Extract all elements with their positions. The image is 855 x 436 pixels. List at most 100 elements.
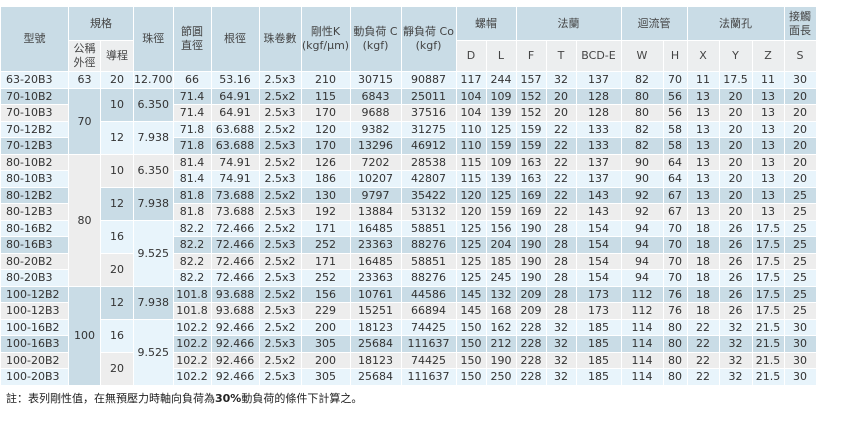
cell-nut-l: 168 xyxy=(485,302,517,320)
cell-nominal-od: 70 xyxy=(68,87,101,155)
cell-tube-w: 114 xyxy=(620,318,664,336)
cell-hole-x: 18 xyxy=(686,285,720,303)
cell-pcd: 102.2 xyxy=(172,335,212,353)
cell-contact-s: 25 xyxy=(783,285,817,303)
cell-pcd: 81.8 xyxy=(172,186,212,204)
cell-stiffness: 200 xyxy=(300,318,351,336)
cell-lead: 12 xyxy=(100,120,134,155)
cell-tube-w: 92 xyxy=(620,186,664,204)
cell-nut-l: 250 xyxy=(485,368,517,386)
cell-tube-w: 94 xyxy=(620,269,664,287)
header-ball-dia: 珠徑 xyxy=(133,6,174,72)
cell-tube-w: 112 xyxy=(620,302,664,320)
cell-circuits: 2.5x2 xyxy=(258,87,302,105)
cell-stiffness: 130 xyxy=(300,186,351,204)
header-static-load: 靜負荷 Co (kgf) xyxy=(400,6,457,72)
cell-dynamic-load: 23363 xyxy=(349,269,402,287)
cell-contact-s: 25 xyxy=(783,236,817,254)
cell-hole-x: 13 xyxy=(686,87,720,105)
cell-nut-d: 110 xyxy=(455,137,487,155)
cell-nut-l: 125 xyxy=(485,186,517,204)
cell-flange-t: 28 xyxy=(545,219,577,237)
cell-circuits: 2.5x3 xyxy=(258,236,302,254)
cell-hole-z: 17.5 xyxy=(751,219,785,237)
cell-flange-t: 32 xyxy=(545,368,577,386)
header-flange-hole: 法蘭孔 xyxy=(686,6,785,41)
cell-flange-t: 28 xyxy=(545,285,577,303)
cell-hole-z: 11 xyxy=(751,71,785,89)
cell-circuits: 2.5x2 xyxy=(258,186,302,204)
cell-bcd-e: 185 xyxy=(575,368,622,386)
cell-dynamic-load: 25684 xyxy=(349,335,402,353)
cell-dynamic-load: 13296 xyxy=(349,137,402,155)
cell-model: 100-20B2 xyxy=(0,351,69,369)
ball-screw-spec-table: 型號 規格 珠徑 節圓直徑 根徑 珠卷數 剛性K (kgf/μm) 動負荷 C … xyxy=(0,6,817,386)
cell-flange-f: 228 xyxy=(515,368,547,386)
cell-dynamic-load: 16485 xyxy=(349,219,402,237)
cell-tube-w: 114 xyxy=(620,368,664,386)
cell-model: 70-12B2 xyxy=(0,120,69,138)
cell-contact-s: 25 xyxy=(783,302,817,320)
cell-circuits: 2.5x3 xyxy=(258,137,302,155)
cell-bcd-e: 137 xyxy=(575,71,622,89)
cell-nut-l: 139 xyxy=(485,104,517,122)
cell-circuits: 2.5x2 xyxy=(258,120,302,138)
cell-nut-l: 132 xyxy=(485,285,517,303)
header-pcd: 節圓直徑 xyxy=(172,6,212,72)
cell-hole-x: 18 xyxy=(686,236,720,254)
cell-nut-l: 159 xyxy=(485,137,517,155)
cell-hole-z: 13 xyxy=(751,153,785,171)
cell-circuits: 2.5x3 xyxy=(258,104,302,122)
cell-circuits: 2.5x3 xyxy=(258,203,302,221)
cell-model: 100-16B2 xyxy=(0,318,69,336)
cell-stiffness: 229 xyxy=(300,302,351,320)
cell-circuits: 2.5x2 xyxy=(258,219,302,237)
cell-contact-s: 20 xyxy=(783,153,817,171)
cell-stiffness: 170 xyxy=(300,104,351,122)
cell-contact-s: 20 xyxy=(783,87,817,105)
cell-stiffness: 305 xyxy=(300,335,351,353)
cell-dynamic-load: 18123 xyxy=(349,318,402,336)
cell-bcd-e: 173 xyxy=(575,285,622,303)
cell-ball-dia: 9.525 xyxy=(133,318,174,386)
cell-root-dia: 73.688 xyxy=(210,186,260,204)
cell-circuits: 2.5x2 xyxy=(258,153,302,171)
cell-hole-y: 26 xyxy=(718,236,753,254)
cell-tube-h: 64 xyxy=(662,170,688,188)
cell-hole-y: 20 xyxy=(718,186,753,204)
cell-pcd: 71.8 xyxy=(172,137,212,155)
cell-dynamic-load: 25684 xyxy=(349,368,402,386)
cell-nut-d: 150 xyxy=(455,318,487,336)
cell-bcd-e: 154 xyxy=(575,269,622,287)
cell-model: 70-10B3 xyxy=(0,104,69,122)
footnote-suffix: 動負荷的條件下計算之。 xyxy=(241,392,363,405)
cell-hole-y: 26 xyxy=(718,269,753,287)
cell-static-load: 88276 xyxy=(400,269,457,287)
cell-bcd-e: 154 xyxy=(575,236,622,254)
header-bcd-e: BCD-E xyxy=(575,40,622,72)
cell-pcd: 82.2 xyxy=(172,219,212,237)
cell-nut-l: 185 xyxy=(485,252,517,270)
cell-tube-w: 94 xyxy=(620,219,664,237)
cell-tube-h: 70 xyxy=(662,219,688,237)
cell-circuits: 2.5x2 xyxy=(258,318,302,336)
cell-tube-h: 56 xyxy=(662,87,688,105)
cell-stiffness: 156 xyxy=(300,285,351,303)
cell-stiffness: 126 xyxy=(300,153,351,171)
cell-flange-t: 32 xyxy=(545,318,577,336)
cell-bcd-e: 133 xyxy=(575,137,622,155)
header-s: S xyxy=(783,40,817,72)
cell-flange-t: 28 xyxy=(545,252,577,270)
header-h: H xyxy=(662,40,688,72)
cell-hole-z: 21.5 xyxy=(751,351,785,369)
cell-flange-f: 228 xyxy=(515,318,547,336)
header-z: Z xyxy=(751,40,785,72)
cell-tube-h: 76 xyxy=(662,285,688,303)
cell-pcd: 81.4 xyxy=(172,170,212,188)
cell-bcd-e: 137 xyxy=(575,153,622,171)
cell-circuits: 2.5x3 xyxy=(258,302,302,320)
cell-hole-z: 21.5 xyxy=(751,368,785,386)
cell-bcd-e: 143 xyxy=(575,203,622,221)
cell-nut-d: 150 xyxy=(455,335,487,353)
cell-static-load: 28538 xyxy=(400,153,457,171)
